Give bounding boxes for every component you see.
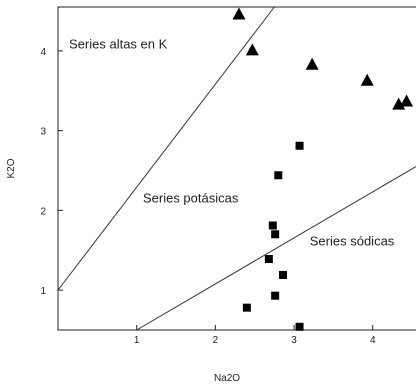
triangle-point — [232, 7, 246, 20]
x-tick-label: 4 — [370, 335, 376, 346]
y-tick-label: 4 — [40, 47, 46, 58]
data-points — [232, 7, 414, 331]
square-point — [264, 255, 273, 264]
y-tick-label: 1 — [40, 286, 46, 297]
region-labels: Series altas en K Series potásicas Series … — [69, 36, 395, 248]
triangle-point — [245, 43, 259, 56]
square-point — [295, 322, 304, 331]
x-tick-label: 2 — [213, 335, 219, 346]
triangle-point — [305, 57, 319, 70]
region-label: Series potásicas — [143, 190, 239, 205]
axis-ticks: 1 2 3 4 1 2 3 4 — [40, 47, 376, 346]
x-axis-label: Na2O — [214, 373, 240, 384]
boundary-line-2 — [136, 166, 416, 331]
x-tick-label: 3 — [291, 335, 297, 346]
square-point — [295, 141, 304, 150]
square-point — [242, 303, 251, 312]
triangle-point — [392, 97, 406, 110]
square-point — [268, 221, 277, 230]
region-label: Series altas en K — [69, 36, 168, 51]
triangle-point — [400, 94, 414, 107]
x-tick-label: 1 — [134, 335, 140, 346]
square-point — [271, 291, 280, 300]
y-tick-label: 3 — [40, 127, 46, 138]
triangle-point — [360, 73, 374, 86]
region-label: Series sódicas — [310, 233, 395, 248]
square-point — [274, 171, 283, 180]
square-point — [279, 270, 288, 279]
y-axis-label: K2O — [6, 158, 17, 178]
y-tick-label: 2 — [40, 206, 46, 217]
square-point — [271, 230, 280, 239]
boundary-line-1 — [57, 6, 275, 291]
plot-frame — [57, 6, 416, 331]
boundary-lines — [57, 6, 416, 331]
